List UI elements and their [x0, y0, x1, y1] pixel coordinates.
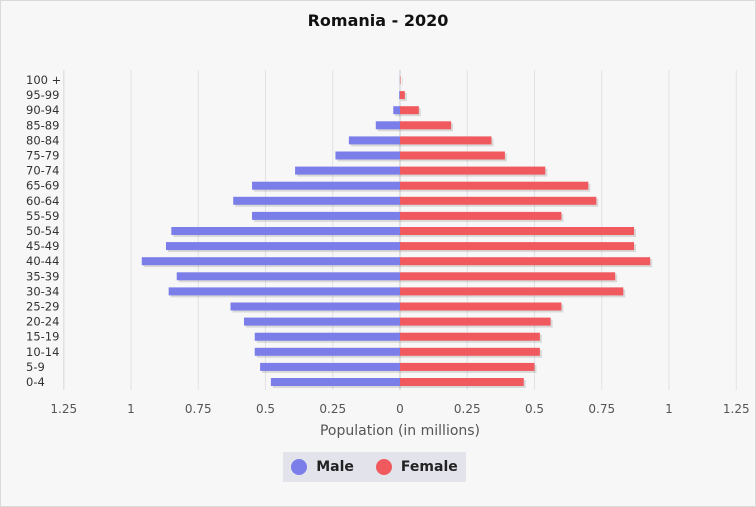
x-tick-label: 1 — [127, 402, 135, 416]
female-bar[interactable] — [400, 362, 535, 371]
x-axis-label: Population (in millions) — [320, 423, 480, 439]
female-bar[interactable] — [400, 347, 540, 356]
x-tick-label: 0 — [396, 402, 404, 416]
y-tick-label: 65-69 — [26, 179, 59, 193]
female-bar[interactable] — [400, 227, 635, 235]
male-swatch-icon — [291, 459, 308, 475]
y-tick-label: 10-14 — [26, 345, 59, 359]
female-bar[interactable] — [400, 272, 616, 281]
female-bar[interactable] — [400, 151, 505, 160]
x-tick-label: 0.75 — [588, 402, 615, 416]
chart-title: Romania - 2020 — [307, 11, 449, 30]
female-bar[interactable] — [400, 91, 405, 100]
y-tick-label: 0-4 — [26, 375, 45, 389]
female-bar[interactable] — [400, 211, 562, 220]
x-tick-label: 1.25 — [50, 402, 77, 416]
female-bar[interactable] — [400, 257, 651, 266]
y-tick-label: 15-19 — [26, 330, 59, 344]
male-bar[interactable] — [168, 287, 400, 296]
y-tick-label: 75-79 — [26, 149, 59, 163]
female-swatch-icon — [375, 459, 392, 475]
male-bar[interactable] — [254, 332, 400, 341]
female-bar[interactable] — [400, 76, 401, 84]
bar-shadow — [402, 78, 403, 86]
y-tick-label: 35-39 — [26, 269, 59, 283]
y-tick-label: 50-54 — [26, 224, 59, 238]
female-bar[interactable] — [400, 287, 624, 296]
male-bar[interactable] — [171, 227, 400, 235]
female-bar[interactable] — [400, 332, 540, 341]
female-bar[interactable] — [400, 242, 635, 251]
female-bar[interactable] — [400, 106, 419, 115]
legend-label-male: Male — [316, 459, 354, 475]
male-bar[interactable] — [399, 91, 400, 100]
male-bar[interactable] — [295, 166, 400, 175]
x-tick-label: 0.25 — [319, 402, 346, 416]
male-bar[interactable] — [165, 242, 400, 251]
male-bar[interactable] — [335, 151, 400, 160]
male-bar[interactable] — [243, 317, 400, 326]
legend-item-female[interactable]: Female — [375, 459, 458, 475]
y-tick-label: 80-84 — [26, 133, 59, 147]
female-bar[interactable] — [400, 181, 589, 190]
male-bar[interactable] — [233, 196, 400, 205]
legend: Male Female — [283, 452, 466, 482]
x-tick-label: 0.25 — [454, 402, 481, 416]
y-tick-label: 45-49 — [26, 239, 59, 253]
x-tick-label: 0.75 — [185, 402, 212, 416]
male-bar[interactable] — [252, 181, 400, 190]
female-bar[interactable] — [400, 121, 452, 130]
y-tick-label: 20-24 — [26, 315, 59, 329]
y-tick-label: 60-64 — [26, 194, 59, 208]
y-tick-label: 25-29 — [26, 300, 59, 314]
legend-label-female: Female — [400, 459, 458, 475]
female-bar[interactable] — [400, 136, 492, 145]
y-tick-label: 95-99 — [26, 88, 59, 102]
male-bar[interactable] — [393, 106, 400, 115]
female-bar[interactable] — [400, 378, 524, 386]
female-bar[interactable] — [400, 166, 546, 175]
x-tick-label: 1 — [665, 402, 673, 416]
y-tick-label: 90-94 — [26, 103, 59, 117]
male-bar[interactable] — [176, 272, 400, 281]
male-bar[interactable] — [270, 378, 400, 386]
male-bar[interactable] — [260, 362, 400, 371]
female-bar[interactable] — [400, 196, 597, 205]
male-bar[interactable] — [348, 136, 400, 145]
female-bar[interactable] — [400, 302, 562, 311]
y-tick-label: 85-89 — [26, 118, 59, 132]
x-tick-label: 1.25 — [723, 402, 750, 416]
legend-item-male[interactable]: Male — [291, 459, 354, 475]
male-bar[interactable] — [254, 347, 400, 356]
x-tick-label: 0.5 — [256, 402, 275, 416]
y-tick-label: 100 + — [26, 73, 61, 87]
y-tick-label: 30-34 — [26, 284, 59, 298]
female-bar[interactable] — [400, 317, 551, 326]
male-bar[interactable] — [252, 211, 400, 220]
y-tick-label: 40-44 — [26, 254, 59, 268]
y-tick-label: 70-74 — [26, 164, 59, 178]
male-bar[interactable] — [141, 257, 400, 266]
y-tick-label: 5-9 — [26, 360, 45, 374]
y-tick-label: 55-59 — [26, 209, 59, 223]
male-bar[interactable] — [375, 121, 400, 130]
x-tick-label: 0.5 — [525, 402, 544, 416]
male-bar[interactable] — [230, 302, 400, 311]
